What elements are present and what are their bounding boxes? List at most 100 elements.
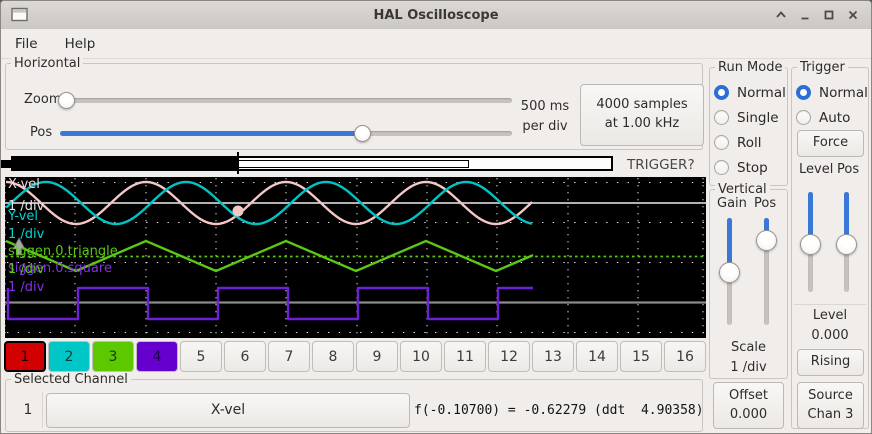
- run-mode-label-stop: Stop: [737, 159, 768, 176]
- channel-button-10[interactable]: 10: [400, 341, 442, 372]
- channel-value-readout: f(-0.10700) = -0.62279 (ddt 4.90358): [414, 403, 704, 418]
- vertical-group: Vertical Gain Pos Scale 1 /div: [709, 182, 788, 379]
- run-mode-group: Run Mode Normal Single Roll Stop: [709, 60, 788, 186]
- channel-button-6[interactable]: 6: [224, 341, 266, 372]
- channel-button-11[interactable]: 11: [444, 341, 486, 372]
- scope-label-6-1-div: 1 /div: [8, 262, 45, 277]
- channel-button-15[interactable]: 15: [620, 341, 662, 372]
- trigger-mode-option-auto[interactable]: Auto: [796, 105, 868, 130]
- scope-canvas: [4, 178, 706, 337]
- run-mode-option-stop[interactable]: Stop: [714, 155, 787, 180]
- trigger-group-label: Trigger: [797, 60, 848, 75]
- scope-label-4-siggen-0-triangle: siggen.0.triangle: [8, 244, 118, 259]
- zoom-slider[interactable]: [58, 91, 512, 109]
- run-mode-radio-normal[interactable]: [714, 85, 729, 100]
- channel-button-4[interactable]: 4: [136, 341, 178, 372]
- trigger-level-value: 0.000: [811, 328, 849, 343]
- run-mode-label-normal: Normal: [737, 84, 786, 101]
- gain-slider[interactable]: [719, 218, 740, 325]
- channel-button-5[interactable]: 5: [180, 341, 222, 372]
- channel-button-14[interactable]: 14: [576, 341, 618, 372]
- scope-label-1-1-div: 1 /div: [8, 199, 45, 214]
- scope-display[interactable]: X-vel 1 /div Y-vel 1 /div siggen.0.triangle s…: [4, 177, 706, 338]
- selected-channel-group-label: Selected Channel: [11, 372, 131, 387]
- zoom-slider-groove[interactable]: [60, 98, 512, 103]
- trigger-level-label: Level: [799, 162, 834, 177]
- scope-label-7-1-div: 1 /div: [8, 280, 45, 295]
- trigger-group: Trigger Normal Auto Force Level Pos Level…: [791, 60, 869, 429]
- zoom-slider-handle[interactable]: [58, 91, 76, 109]
- y-vel-sine: [5, 180, 533, 226]
- trigger-mode-options: Normal Auto: [796, 80, 868, 130]
- horizontal-pos-handle[interactable]: [354, 124, 372, 142]
- channel-button-1[interactable]: 1: [4, 341, 46, 372]
- trigger-mode-radio-normal[interactable]: [796, 85, 811, 100]
- vertical-pos-slider-handle[interactable]: [756, 229, 777, 251]
- trigger-mode-radio-auto[interactable]: [796, 110, 811, 125]
- trigger-pos-slider[interactable]: [836, 192, 857, 292]
- channel-button-16[interactable]: 16: [664, 341, 706, 372]
- channel-button-7[interactable]: 7: [268, 341, 310, 372]
- run-mode-radio-stop[interactable]: [714, 160, 729, 175]
- menu-file[interactable]: File: [15, 35, 38, 52]
- source-button[interactable]: Source Chan 3: [797, 382, 864, 429]
- trigger-position-cursor[interactable]: [236, 152, 239, 174]
- trigger-mode-option-normal[interactable]: Normal: [796, 80, 868, 105]
- force-button[interactable]: Force: [797, 130, 864, 157]
- run-mode-radio-roll[interactable]: [714, 135, 729, 150]
- siggen-square: [6, 286, 533, 321]
- scale-value: 1 /div: [730, 360, 767, 375]
- channel-name-button[interactable]: X-vel: [46, 393, 410, 428]
- scope-label-3-1-div: 1 /div: [8, 227, 45, 242]
- minimize-button[interactable]: [793, 3, 817, 27]
- menubar: File Help: [1, 29, 871, 59]
- offset-button[interactable]: Offset 0.000: [713, 382, 784, 429]
- channel-button-8[interactable]: 8: [312, 341, 354, 372]
- trigger-pos-slider-handle[interactable]: [836, 233, 857, 255]
- channel-button-3[interactable]: 3: [92, 341, 134, 372]
- siggen-triangle: [5, 239, 534, 273]
- app-icon: [11, 7, 28, 22]
- horizontal-pos-slider[interactable]: [60, 124, 512, 142]
- trigger-separator: [794, 304, 866, 305]
- trigger-mode-label-auto: Auto: [819, 109, 851, 126]
- record-filled-region: [12, 158, 238, 169]
- trigger-level-caption: Level: [812, 308, 848, 323]
- gain-slider-handle[interactable]: [719, 262, 740, 284]
- run-mode-option-single[interactable]: Single: [714, 105, 787, 130]
- scope-cursor-arrow: [12, 237, 26, 256]
- close-button[interactable]: [841, 3, 865, 27]
- run-mode-radio-single[interactable]: [714, 110, 729, 125]
- menu-help[interactable]: Help: [64, 35, 96, 52]
- timebase-readout: 500 ms per div: [520, 99, 570, 134]
- trigger-level-slider[interactable]: [800, 192, 821, 292]
- trigger-level-slider-handle[interactable]: [800, 233, 821, 255]
- selected-channel-group: Selected Channel 1 X-vel f(-0.10700) = -…: [5, 372, 704, 432]
- shade-button[interactable]: [769, 3, 793, 27]
- zoom-label: Zoom: [24, 92, 62, 107]
- titlebar[interactable]: HAL Oscilloscope: [1, 1, 871, 30]
- channel-button-2[interactable]: 2: [48, 341, 90, 372]
- channel-button-9[interactable]: 9: [356, 341, 398, 372]
- view-window-bar[interactable]: [238, 159, 469, 168]
- vertical-pos-slider-track[interactable]: [764, 218, 769, 325]
- vertical-pos-slider[interactable]: [756, 218, 777, 325]
- samples-button[interactable]: 4000 samples at 1.00 kHz: [580, 84, 704, 146]
- trigger-point-marker: [232, 205, 244, 217]
- selected-channel-separator: [42, 392, 43, 428]
- trigger-question-label: TRIGGER?: [627, 157, 695, 173]
- maximize-button[interactable]: [817, 3, 841, 27]
- channel-button-12[interactable]: 12: [488, 341, 530, 372]
- run-mode-group-label: Run Mode: [715, 60, 786, 75]
- scope-label-2-y-vel: Y-vel: [8, 209, 39, 224]
- run-mode-option-roll[interactable]: Roll: [714, 130, 787, 155]
- horizontal-pos-groove[interactable]: [60, 131, 512, 136]
- edge-button[interactable]: Rising: [797, 349, 864, 376]
- pos-label: Pos: [30, 125, 53, 140]
- run-mode-option-normal[interactable]: Normal: [714, 80, 787, 105]
- vertical-pos-label: Pos: [754, 196, 777, 211]
- run-mode-label-single: Single: [737, 109, 779, 126]
- scope-label-5-siggen-0-square: siggen.0.square: [8, 261, 112, 276]
- channel-button-13[interactable]: 13: [532, 341, 574, 372]
